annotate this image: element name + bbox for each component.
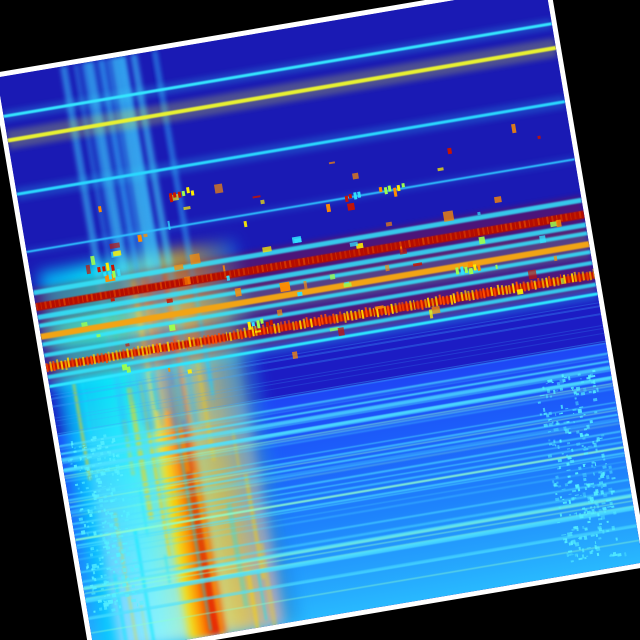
burst-blip-cluster-member [469, 268, 473, 275]
burst-blip-cluster-member [387, 185, 392, 192]
burst-blip [516, 289, 524, 295]
burst-blip [183, 206, 191, 210]
burst-blip-cluster-member [110, 264, 115, 272]
burst-blip-cluster-member [348, 193, 353, 199]
burst-blip-cluster-member [190, 189, 195, 196]
burst-blip-cluster-member [181, 190, 186, 196]
burst-blip [85, 264, 92, 274]
burst-blip [325, 203, 332, 213]
burst-blip [109, 242, 121, 249]
burst-blip-cluster-member [472, 263, 477, 272]
burst-blip [329, 273, 336, 280]
burst-blip [187, 369, 192, 374]
burst-blip [431, 306, 441, 315]
burst-blip-cluster-member [173, 192, 177, 198]
burst-blip [510, 123, 517, 134]
burst-blip [137, 235, 143, 242]
burst-blip [112, 250, 122, 257]
burst-blip-cluster-member [477, 264, 482, 272]
burst-blip [527, 269, 537, 280]
burst-blip [447, 148, 453, 155]
burst-blip [352, 172, 360, 180]
burst-blip [337, 327, 346, 336]
burst-blip [277, 309, 283, 316]
burst-blip [553, 255, 558, 262]
burst-blip [251, 194, 261, 199]
burst-blip [495, 264, 499, 269]
burst-blip [213, 183, 224, 194]
burst-blip-cluster-member [251, 321, 256, 327]
burst-blip [222, 265, 226, 272]
burst-blip [398, 248, 408, 255]
burst-blip [97, 205, 103, 213]
burst-blip [342, 282, 352, 288]
burst-blip [413, 262, 423, 267]
burst-blip [262, 246, 273, 253]
burst-blip [385, 222, 393, 227]
burst-blip [303, 280, 308, 289]
burst-blip-cluster-member [379, 186, 384, 193]
burst-blip [292, 351, 299, 359]
burst-blip-cluster-member [265, 321, 270, 328]
burst-blip [166, 298, 174, 304]
burst-blip-cluster-member [103, 271, 108, 277]
burst-blip [89, 255, 96, 266]
burst-blip [125, 366, 131, 374]
burst-blip [142, 233, 148, 238]
burst-blip-cluster-member [396, 184, 401, 192]
burst-blip [173, 263, 184, 271]
burst-blip [167, 220, 171, 230]
burst-blip [279, 281, 291, 293]
burst-blip [254, 329, 262, 334]
burst-blip-cluster-member [97, 267, 102, 272]
burst-blip [477, 236, 486, 245]
burst-blip-cluster-member [464, 266, 469, 274]
burst-blip [493, 196, 502, 203]
burst-blip [347, 202, 356, 212]
burst-blip [95, 333, 101, 338]
burst-blip [293, 238, 302, 244]
burst-blip [167, 367, 171, 372]
burst-blip [297, 291, 303, 297]
burst-blip-cluster-member [101, 265, 106, 272]
burst-blip-cluster-member [344, 195, 349, 203]
burst-blip [538, 235, 547, 244]
burst-blip [555, 219, 562, 228]
burst-blip [477, 211, 481, 215]
burst-blip-cluster-member [269, 320, 274, 326]
burst-blip [110, 298, 115, 302]
burst-blip-cluster-member [260, 318, 265, 325]
burst-blip-cluster-member [185, 187, 190, 194]
burst-blip [81, 321, 88, 328]
burst-blip [374, 305, 384, 310]
burst-blip-cluster-member [383, 186, 388, 195]
burst-blip-cluster-member [459, 266, 464, 275]
burst-blip-cluster-member [116, 269, 121, 276]
burst-blip [226, 275, 230, 279]
burst-blip [189, 253, 201, 265]
burst-blip [384, 265, 391, 272]
burst-blip-cluster-member [105, 262, 111, 272]
burst-blip [437, 167, 445, 172]
burst-blip [169, 324, 176, 331]
burst-blip [329, 161, 335, 165]
burst-blip [235, 288, 243, 297]
burst-blip [243, 220, 248, 228]
burst-blip [442, 210, 454, 222]
burst-blip-cluster-member [400, 182, 405, 188]
burst-blip [259, 199, 266, 205]
burst-blip-cluster-member [177, 190, 182, 199]
burst-blip [183, 276, 192, 285]
burst-blip [125, 343, 130, 348]
burst-blip-cluster-member [357, 191, 362, 198]
burst-blip [560, 277, 565, 285]
burst-blip [537, 135, 542, 140]
